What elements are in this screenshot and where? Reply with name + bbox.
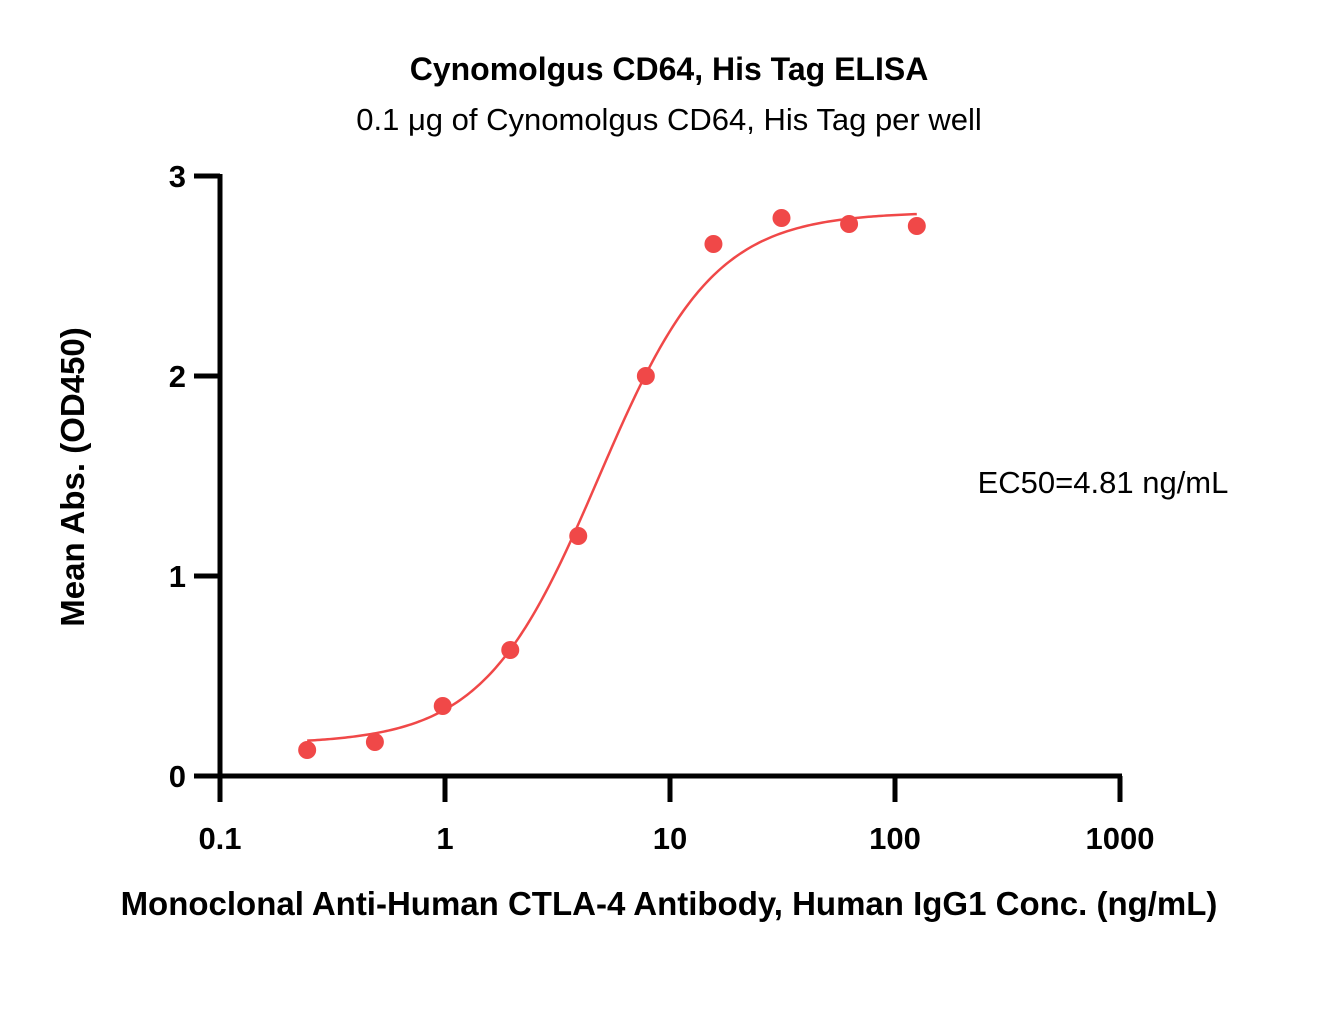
data-point (636, 367, 655, 385)
x-tick-label: 1 (436, 821, 453, 856)
data-point (298, 741, 317, 759)
x-tick-label: 10 (653, 821, 687, 856)
fit-curve-group (307, 212, 917, 742)
data-point (433, 697, 452, 715)
y-tick-label: 1 (169, 559, 186, 594)
data-point (907, 217, 926, 235)
x-axis-label: Monoclonal Anti-Human CTLA-4 Antibody, H… (121, 885, 1218, 922)
x-tick-label: 1000 (1086, 821, 1155, 856)
y-tick-label: 0 (169, 759, 186, 794)
data-point (772, 209, 791, 227)
data-point (501, 641, 520, 659)
y-tick-label: 2 (169, 359, 186, 394)
data-point (569, 527, 588, 545)
data-points-group (298, 209, 926, 759)
fit-curve-line (307, 212, 917, 742)
y-axis: 0 1 2 3 (169, 159, 223, 794)
x-axis: 0.1 1 10 100 1000 (198, 773, 1155, 856)
chart-title: Cynomolgus CD64, His Tag ELISA (410, 51, 929, 87)
chart-subtitle: 0.1 μg of Cynomolgus CD64, His Tag per w… (356, 102, 982, 137)
data-point (704, 235, 723, 253)
data-point (365, 733, 384, 751)
y-tick-label: 3 (169, 159, 186, 194)
data-point (840, 215, 859, 233)
ec50-annotation: EC50=4.81 ng/mL (978, 465, 1229, 500)
y-axis-label: Mean Abs. (OD450) (54, 327, 91, 627)
x-tick-label: 0.1 (198, 821, 241, 856)
x-tick-label: 100 (869, 821, 921, 856)
